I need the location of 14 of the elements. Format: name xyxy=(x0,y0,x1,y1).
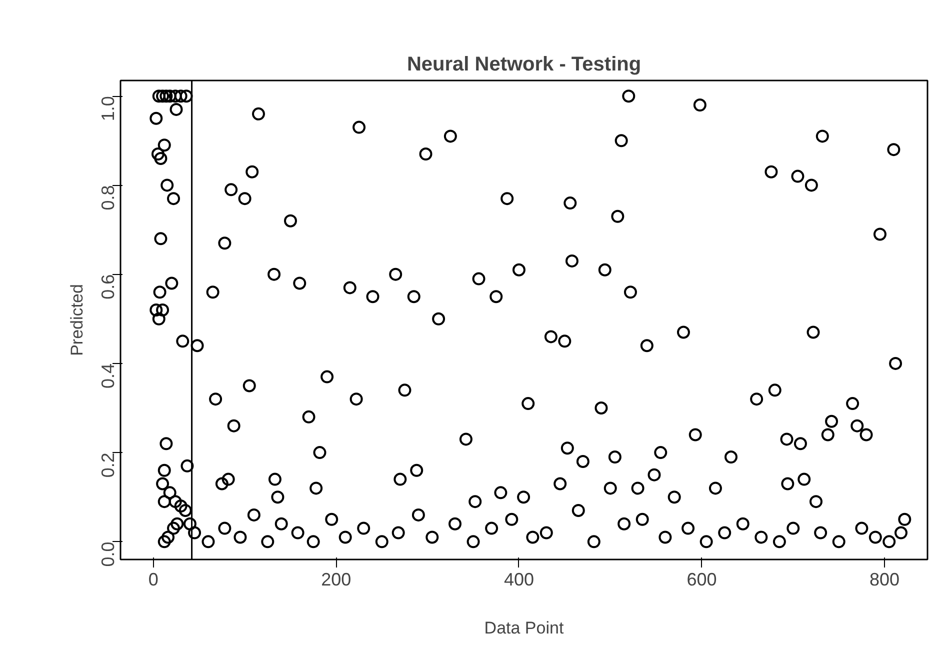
x-tick-label: 0 xyxy=(148,570,158,590)
chart-title: Neural Network - Testing xyxy=(406,54,642,76)
x-tick-label: 600 xyxy=(686,570,717,590)
y-tick-label: 0.4 xyxy=(98,363,118,388)
x-tick-label: 400 xyxy=(504,570,534,590)
y-axis-title: Predicted xyxy=(68,284,86,356)
x-tick-label: 800 xyxy=(870,570,900,590)
y-tick-label: 1.0 xyxy=(98,96,118,122)
y-tick-label: 0.6 xyxy=(98,274,118,300)
x-tick-label: 200 xyxy=(321,570,352,590)
y-tick-label: 0.2 xyxy=(98,452,118,478)
x-axis-title: Data Point xyxy=(484,618,564,638)
y-tick-label: 0.0 xyxy=(98,542,118,567)
y-tick-label: 0.8 xyxy=(98,185,118,210)
